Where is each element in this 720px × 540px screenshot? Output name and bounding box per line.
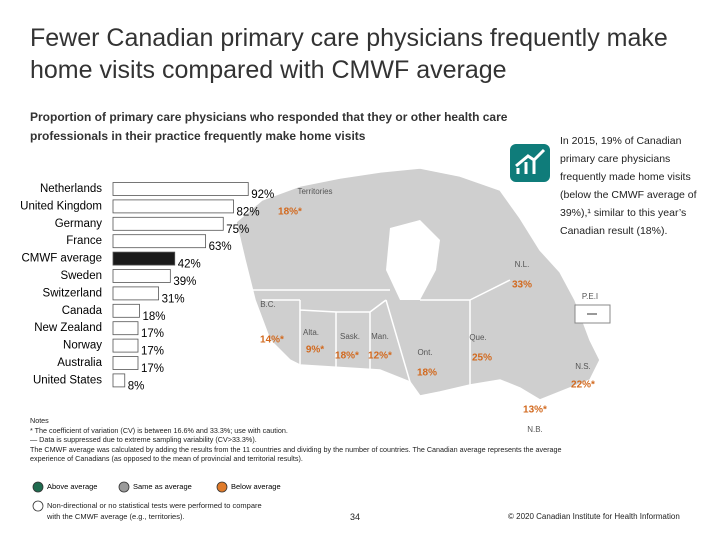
region-name: P.E.I	[582, 292, 598, 301]
bar	[112, 199, 234, 214]
region-value: 18%	[417, 368, 437, 379]
data-label: 82%	[237, 206, 260, 218]
note: The CMWF average was calculated by addin…	[30, 444, 562, 464]
data-label: 8%	[128, 380, 145, 392]
y-tick-label: New Zealand	[34, 322, 102, 334]
region-name: Man.	[371, 332, 389, 341]
bar	[112, 182, 249, 196]
region-value: 13%*	[523, 405, 547, 416]
region-value: 33%	[512, 280, 532, 291]
region-value: 22%*	[571, 380, 595, 391]
data-label: 75%	[226, 224, 249, 236]
notes-heading: Notes	[30, 416, 49, 425]
y-tick-label: Switzerland	[43, 287, 102, 299]
page-number: 34	[350, 512, 361, 522]
y-tick-label: France	[66, 235, 102, 247]
region-name: N.L.	[515, 260, 530, 269]
data-label: 92%	[251, 189, 274, 201]
legend-swatch	[32, 481, 44, 493]
region-name: Que.	[469, 333, 486, 342]
bar	[112, 303, 140, 318]
y-tick-label: Canada	[62, 305, 103, 317]
bar	[112, 321, 139, 336]
y-tick-label: United Kingdom	[20, 200, 102, 212]
data-label: 42%	[178, 259, 201, 271]
region-value: 25%	[472, 353, 492, 364]
bar	[112, 269, 171, 283]
region-name: B.C.	[260, 300, 276, 309]
bar	[112, 234, 207, 249]
bar	[112, 216, 224, 231]
region-value: 12%*	[368, 351, 392, 362]
y-tick-label: Netherlands	[40, 183, 102, 195]
data-label: 17%	[141, 363, 164, 375]
region-value: —	[587, 309, 597, 320]
legend-label: Non-directional or no statistical tests …	[47, 501, 262, 521]
hudson-bay	[386, 220, 440, 300]
data-label: 63%	[209, 241, 232, 253]
y-tick-label: CMWF average	[21, 253, 102, 265]
pei-box	[574, 304, 611, 324]
bar	[112, 373, 126, 388]
data-label: 17%	[141, 328, 164, 340]
region-name: Ont.	[417, 348, 432, 357]
data-label: 18%	[142, 311, 165, 323]
map	[235, 167, 601, 401]
region-name: Alta.	[303, 328, 319, 337]
data-label: 31%	[162, 293, 185, 305]
y-tick-label: Sweden	[60, 270, 102, 282]
title: Fewer Canadian primary care physicians f…	[30, 24, 668, 84]
legend-swatch	[32, 500, 44, 512]
region-name: N.S.	[575, 362, 591, 371]
region-name: Territories	[297, 187, 332, 196]
note: — Data is suppressed due to extreme samp…	[30, 435, 257, 444]
copyright: © 2020 Canadian Institute for Health Inf…	[508, 512, 680, 521]
icon-box	[510, 144, 550, 182]
y-tick-label: Australia	[57, 357, 102, 369]
province-borders	[236, 279, 511, 385]
region-name: Sask.	[340, 332, 360, 341]
legend-label: Above average	[47, 482, 97, 491]
y-tick-label: Norway	[63, 340, 102, 352]
notes: Notes * The coefficient of variation (CV…	[30, 416, 590, 464]
legend-swatch	[118, 481, 130, 493]
bar	[112, 251, 176, 266]
region-value: 14%*	[260, 335, 284, 346]
note: * The coefficient of variation (CV) is b…	[30, 425, 288, 435]
callout: In 2015, 19% of Canadian primary care ph…	[560, 135, 697, 237]
region-name: N.B.	[527, 425, 543, 434]
data-label: 17%	[141, 346, 164, 358]
legend-label: Below average	[231, 482, 281, 491]
subtitle: Proportion of primary care physicians wh…	[30, 110, 508, 143]
bar	[112, 286, 159, 301]
data-label: 39%	[173, 276, 196, 288]
y-tick-label: United States	[33, 374, 102, 386]
bar	[112, 338, 139, 353]
icon	[510, 144, 550, 182]
legend-swatch	[216, 481, 228, 493]
legend-label-box: Non-directional or no statistical tests …	[47, 501, 262, 521]
region-value: 18%*	[278, 207, 302, 218]
y-tick-label: Germany	[55, 218, 103, 230]
region-value: 18%*	[335, 351, 359, 362]
icon-glyph	[515, 148, 546, 174]
region-value: 9%*	[306, 345, 324, 356]
legend-label: Same as average	[133, 482, 192, 491]
bar	[112, 356, 139, 370]
